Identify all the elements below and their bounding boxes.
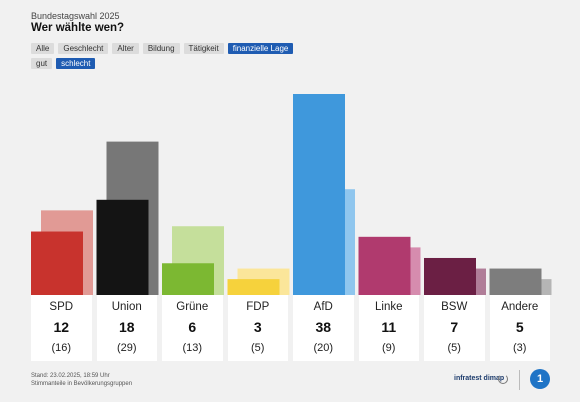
- party-previous-value: (20): [313, 342, 334, 354]
- infratest-swirl-icon: [498, 374, 508, 384]
- party-previous-value: (5): [447, 342, 461, 354]
- bar-current-afd[interactable]: [293, 94, 345, 295]
- footer-description: Stimmanteile in Bevölkerungsgruppen: [31, 381, 133, 387]
- party-label: Andere: [501, 301, 539, 313]
- party-previous-value: (5): [251, 342, 265, 354]
- footer-note: Stand: 23.02.2025, 18:59 Uhr Stimmanteil…: [31, 372, 132, 388]
- chart-title: Wer wählte wen?: [31, 22, 125, 34]
- ard-logo-text: 1: [536, 373, 544, 385]
- filter-tabs: Alle Geschlecht Alter Bildung Tätigkeit …: [31, 43, 294, 54]
- party-label: AfD: [313, 301, 333, 313]
- party-card-union[interactable]: Union 18 (29): [96, 295, 157, 361]
- bar-current-spd[interactable]: [31, 231, 83, 295]
- tab-taetigkeit[interactable]: Tätigkeit: [183, 43, 224, 54]
- subtab-schlecht[interactable]: schlecht: [56, 58, 96, 69]
- subfilter-tabs: gut schlecht: [31, 58, 96, 69]
- bar-current-gruene[interactable]: [162, 263, 214, 295]
- party-card-spd[interactable]: SPD 12 (16): [31, 295, 92, 361]
- logo-divider: [519, 370, 520, 390]
- party-previous-value: (3): [513, 342, 527, 354]
- party-label: Union: [111, 301, 142, 313]
- party-value: 6: [188, 319, 197, 335]
- tab-alle[interactable]: Alle: [31, 43, 55, 54]
- party-value: 11: [381, 319, 397, 335]
- party-value: 18: [118, 319, 135, 335]
- subtab-gut[interactable]: gut: [31, 58, 53, 69]
- party-label: SPD: [49, 301, 74, 313]
- party-value: 12: [53, 319, 70, 335]
- bar-current-andere[interactable]: [489, 268, 542, 295]
- ard-logo-icon: 1: [530, 369, 550, 389]
- chart-subtitle: Bundestagswahl 2025: [31, 11, 120, 21]
- bar-current-fdp[interactable]: [227, 279, 280, 295]
- footer-timestamp: Stand: 23.02.2025, 18:59 Uhr: [31, 373, 110, 379]
- party-previous-value: (16): [51, 342, 72, 354]
- bar-current-linke[interactable]: [358, 236, 411, 295]
- party-previous-value: (13): [182, 342, 203, 354]
- party-label: FDP: [246, 301, 270, 313]
- party-label: BSW: [441, 301, 468, 313]
- party-previous-value: (29): [116, 342, 137, 354]
- party-value: 38: [315, 319, 332, 335]
- tab-bildung[interactable]: Bildung: [142, 43, 180, 54]
- party-value: 7: [450, 319, 459, 335]
- party-card-linke[interactable]: Linke 11 (9): [358, 295, 419, 361]
- party-label: Linke: [375, 301, 403, 313]
- party-card-bsw[interactable]: BSW 7 (5): [424, 295, 485, 361]
- party-cards: SPD 12 (16) Union 18 (29) Grüne 6 (13) F…: [31, 295, 550, 361]
- party-card-fdp[interactable]: FDP 3 (5): [227, 295, 288, 361]
- party-label: Grüne: [176, 301, 209, 313]
- party-value: 3: [253, 319, 262, 335]
- party-previous-value: (9): [382, 342, 396, 354]
- bar-chart: [31, 94, 552, 295]
- party-card-andere[interactable]: Andere 5 (3): [489, 295, 550, 361]
- party-card-afd[interactable]: AfD 38 (20): [293, 295, 354, 361]
- party-value: 5: [515, 319, 524, 335]
- tab-finanzielle-lage[interactable]: finanzielle Lage: [227, 43, 294, 54]
- party-card-gruene[interactable]: Grüne 6 (13): [162, 295, 223, 361]
- tab-geschlecht[interactable]: Geschlecht: [58, 43, 109, 54]
- tab-alter[interactable]: Alter: [112, 43, 139, 54]
- infratest-logo: infratest dimap: [454, 375, 505, 382]
- bar-current-union[interactable]: [96, 199, 149, 295]
- bar-current-bsw[interactable]: [424, 257, 476, 295]
